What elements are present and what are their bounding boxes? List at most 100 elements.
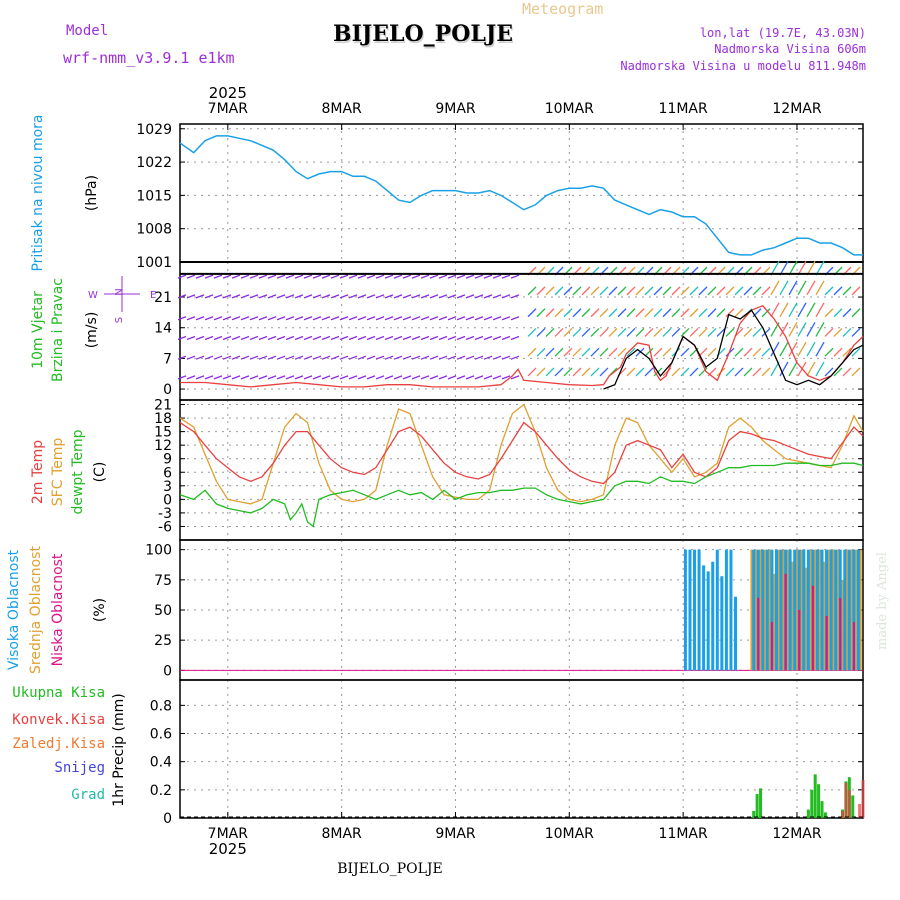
cloud-bar-visoka-oblacnost (793, 549, 797, 671)
wind-arrow (231, 375, 241, 380)
wind-axis-subtitle: Brzina i Pravac (50, 278, 66, 382)
wind-arrow (285, 335, 295, 341)
precip-bar-konvek-kisa (858, 803, 862, 818)
wind-arrow (536, 308, 546, 318)
wind-arrow (608, 308, 618, 318)
wind-arrow (330, 274, 340, 279)
cloud-bar-srednja-oblacnost (768, 549, 771, 671)
wind-arrow (393, 274, 403, 279)
cloud-bar-visoka-oblacnost (820, 549, 824, 671)
wind-arrow (276, 316, 286, 321)
wind-arrow (330, 355, 340, 360)
wind-arrow (806, 260, 816, 276)
wind-arrow (366, 355, 376, 360)
wind-arrow (608, 286, 618, 296)
wind-arrow (267, 355, 277, 360)
wind-speed-line (180, 305, 864, 388)
wind-arrow (644, 367, 654, 377)
wind-arrow (635, 286, 645, 296)
wind-arrow (833, 367, 843, 377)
wind-arrow (294, 355, 304, 360)
y-tick-label: -6 (158, 519, 172, 535)
y-tick-label: 1008 (136, 222, 172, 238)
wind-arrow (303, 335, 313, 341)
wind-arrow (581, 328, 591, 337)
wind-arrow (501, 316, 511, 321)
cloud-bar-srednja-oblacnost (832, 549, 835, 671)
wind-arrow (770, 260, 780, 276)
cloud-high-axis-title: Visoka Oblacnost (6, 549, 22, 670)
wind-arrow (249, 375, 259, 380)
wind-arrow (536, 286, 546, 296)
credit-label: made by Angel (875, 552, 890, 650)
wind-arrow (707, 308, 717, 318)
wind-arrow (716, 286, 726, 296)
elevation-label: Nadmorska Visina 606m (714, 42, 866, 56)
wind-arrow (348, 335, 358, 341)
wind-arrow (240, 355, 250, 360)
wind-arrow (527, 328, 537, 337)
wind-arrow (492, 375, 502, 380)
wind-arrow (743, 347, 753, 357)
wind-arrow (357, 375, 367, 380)
wind-arrow (294, 294, 304, 299)
wind-arrow (545, 347, 555, 357)
wind-arrow (366, 335, 376, 341)
wind-arrow (438, 375, 448, 380)
chart-header: Model wrf-nmm_v3.9.1 e1km Meteogram BIJE… (63, 0, 890, 877)
wind-arrow (393, 375, 403, 380)
y-tick-label: 50 (154, 603, 172, 619)
wind-arrow (366, 316, 376, 321)
wind-arrow (285, 375, 295, 380)
wind-arrow (680, 347, 690, 357)
wind-arrow (725, 308, 735, 318)
cloud-bar-srednja-oblacnost (764, 549, 767, 671)
wind-arrow (249, 316, 259, 321)
wind-arrow (393, 355, 403, 360)
wind-arrow (671, 308, 681, 318)
wind-arrow (635, 328, 645, 337)
wind-arrow (644, 328, 654, 337)
wind-arrow (689, 367, 699, 377)
wind-arrow (195, 316, 205, 321)
wind-arrow (644, 308, 654, 318)
wind-arrow (429, 294, 439, 299)
wind-arrow (231, 294, 241, 299)
wind-arrow (761, 328, 771, 337)
wind-arrow (545, 367, 555, 377)
precip-bar-konvek-kisa (844, 782, 848, 818)
wind-arrow (761, 347, 771, 357)
precip-bar-ukupna-kisa (820, 801, 824, 818)
cloud-bar-visoka-oblacnost (770, 549, 774, 671)
wind-arrow (213, 294, 223, 299)
wind-arrow (321, 294, 331, 299)
y-tick-label: 0 (163, 811, 172, 827)
wind-arrow (806, 302, 816, 318)
wind-arrow (447, 355, 457, 360)
wind-arrow (572, 308, 582, 318)
wind-arrow (536, 347, 546, 357)
wind-arrow (572, 286, 582, 296)
top-time-label: 7MAR (208, 101, 249, 117)
wind-arrow (303, 355, 313, 360)
wind-arrow (438, 316, 448, 321)
temperature-frame (179, 399, 864, 541)
wind-arrow (761, 308, 771, 318)
wind-arrow (689, 328, 699, 337)
wind-arrow (492, 355, 502, 360)
wind-arrow (545, 308, 555, 318)
wind-arrow (285, 355, 295, 360)
y-tick-label: 14 (154, 321, 172, 337)
pressure-line (179, 135, 863, 256)
wind-arrow (797, 341, 807, 357)
cloud-bar-visoka-oblacnost (729, 549, 733, 671)
sfc-temp-line (179, 403, 864, 505)
wind-arrow (797, 260, 807, 276)
wind-arrow (285, 294, 295, 299)
wind-arrow (680, 308, 690, 318)
wind-arrow (240, 335, 250, 341)
cloud-bar-srednja-oblacnost (827, 549, 830, 671)
wind-arrow (815, 280, 825, 296)
wind-arrow (635, 367, 645, 377)
wind-arrow (186, 335, 196, 341)
